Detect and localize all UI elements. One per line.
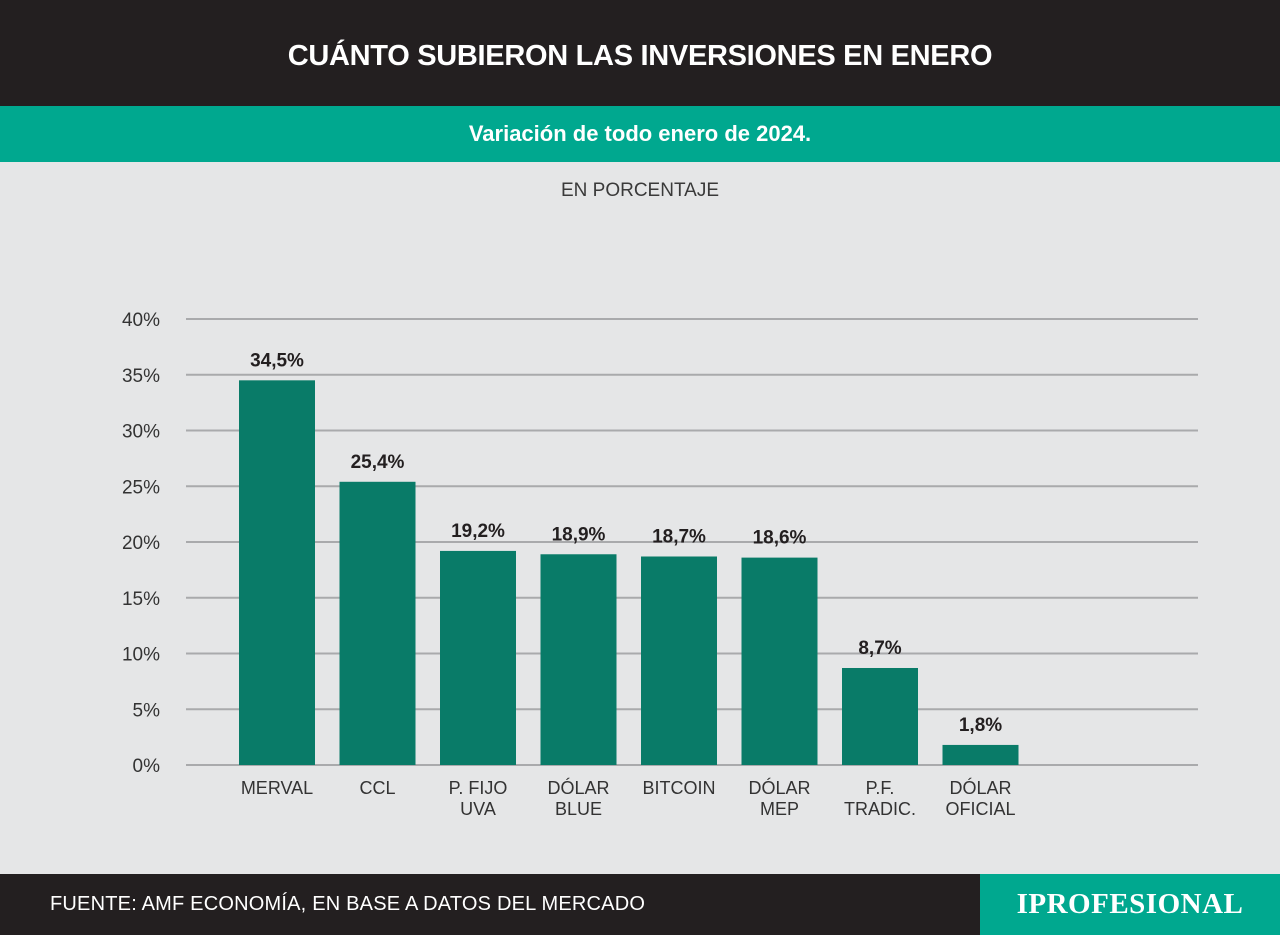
bar-value-label: 1,8% <box>959 715 1002 736</box>
x-tick-label: MEP <box>760 799 799 819</box>
bar-value-label: 18,7% <box>652 526 706 547</box>
x-tick-label: MERVAL <box>241 778 313 798</box>
y-tick-label: 5% <box>133 700 161 721</box>
bar <box>540 554 617 765</box>
y-tick-label: 40% <box>122 310 160 331</box>
bar-value-label: 25,4% <box>351 452 405 473</box>
x-tick-label: OFICIAL <box>945 799 1015 819</box>
subheader-bar: Variación de todo enero de 2024. <box>0 106 1280 162</box>
x-tick-label: P. FIJO <box>449 778 508 798</box>
brand-name: IPROFESIONAL <box>1016 888 1244 920</box>
y-tick-label: 20% <box>122 533 160 554</box>
bar <box>440 550 516 765</box>
x-tick-label: DÓLAR <box>748 777 810 798</box>
header-bar: CUÁNTO SUBIERON LAS INVERSIONES EN ENERO <box>0 0 1280 106</box>
y-tick-label: 15% <box>122 589 160 610</box>
x-tick-label: CCL <box>359 778 395 798</box>
bar <box>842 667 918 765</box>
bar-value-label: 34,5% <box>250 350 304 371</box>
bar <box>239 380 315 765</box>
bar-value-label: 18,9% <box>552 524 606 545</box>
bar-value-label: 8,7% <box>858 638 901 659</box>
page-title: CUÁNTO SUBIERON LAS INVERSIONES EN ENERO <box>287 39 993 72</box>
y-tick-label: 10% <box>122 645 160 666</box>
bar <box>339 481 416 765</box>
x-tick-label: UVA <box>460 799 496 819</box>
bar-value-label: 18,6% <box>753 528 807 549</box>
brand-logo: IPROFESIONAL <box>980 874 1280 935</box>
x-tick-label: TRADIC. <box>844 799 916 819</box>
y-tick-label: 0% <box>133 756 161 777</box>
unit-label: EN PORCENTAJE <box>560 180 719 201</box>
bar <box>741 557 818 765</box>
bar <box>942 744 1019 765</box>
bar <box>641 556 717 765</box>
source-note: FUENTE: AMF ECONOMÍA, EN BASE A DATOS DE… <box>50 893 646 915</box>
x-tick-label: DÓLAR <box>949 777 1011 798</box>
chart-subtitle: Variación de todo enero de 2024. <box>468 121 812 146</box>
bar-chart: 0% 5% 10% 15% 20% 25% 30% 35% 40% 34,5% MERVAL 25,4… <box>122 310 1198 819</box>
y-tick-label: 35% <box>122 366 160 387</box>
y-tick-label: 30% <box>122 422 160 443</box>
x-tick-label: P.F. <box>866 778 895 798</box>
x-tick-label: DÓLAR <box>547 777 609 798</box>
x-tick-label: BITCOIN <box>642 778 715 798</box>
bar-value-label: 19,2% <box>451 521 505 542</box>
x-tick-label: BLUE <box>555 799 602 819</box>
y-tick-label: 25% <box>122 477 160 498</box>
